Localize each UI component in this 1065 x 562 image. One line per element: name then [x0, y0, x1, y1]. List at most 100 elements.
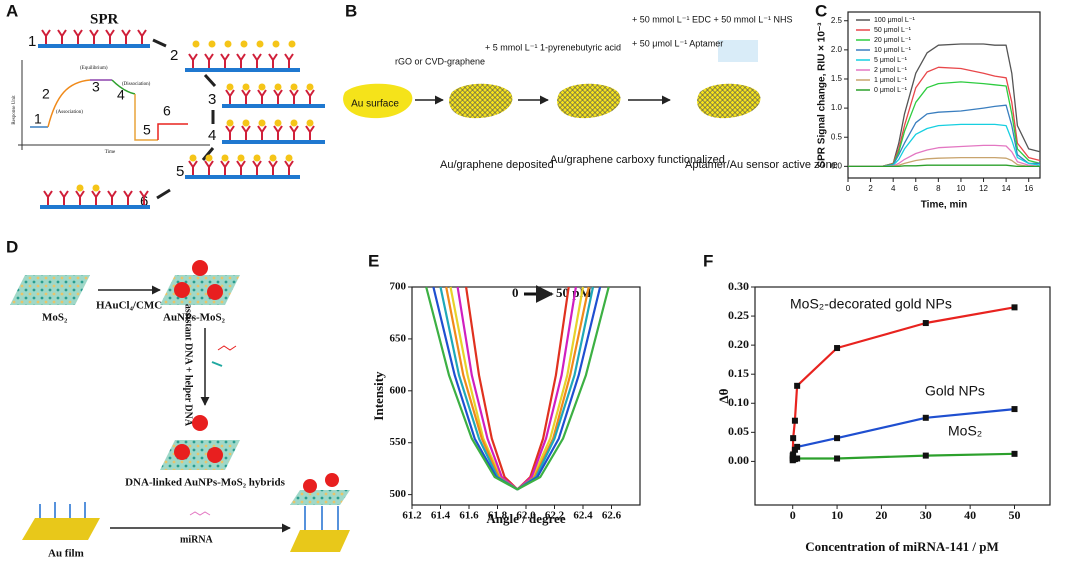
antigen: [253, 154, 261, 162]
y-tick-label: 0.15: [728, 366, 749, 380]
aunp: [174, 444, 190, 460]
au-film: [22, 518, 100, 540]
carboxy-blob: [557, 83, 621, 119]
stage-label: Aptamer/Au sensor active zone: [685, 159, 838, 171]
antibody: [123, 190, 133, 205]
data-line: [445, 286, 590, 491]
probe: [304, 506, 339, 530]
panel-label: A: [6, 1, 18, 20]
dna-icon: [211, 361, 223, 367]
inset-curve: [157, 123, 188, 140]
data-point: [1011, 450, 1018, 457]
x-tick-label: 10: [956, 184, 965, 193]
step-label: 1: [28, 33, 36, 50]
antigen: [242, 83, 250, 91]
antibody: [289, 125, 299, 140]
curve-label: 6: [163, 103, 171, 119]
plot-frame: [847, 11, 1041, 179]
antibody: [204, 160, 214, 175]
label: MoS₂: [42, 312, 68, 324]
data-line: [848, 164, 1040, 168]
antigen: [240, 40, 248, 48]
x-tick-label: 0: [846, 184, 851, 193]
antibody: [257, 125, 267, 140]
data-point: [1011, 406, 1018, 413]
aunp: [207, 447, 223, 463]
antigen: [272, 40, 280, 48]
data-line: [465, 286, 570, 491]
data-point: [790, 451, 797, 458]
antibody: [220, 160, 230, 175]
antibody: [121, 29, 131, 44]
arrow: [203, 73, 217, 88]
antigen: [290, 119, 298, 127]
x-tick-label: 12: [979, 184, 988, 193]
plot-frame: [754, 286, 1051, 506]
curve-label: 3: [92, 79, 100, 95]
antigen: [192, 40, 200, 48]
arrow: [152, 38, 167, 48]
antigen: [208, 40, 216, 48]
antigen: [274, 119, 282, 127]
antibody: [75, 190, 85, 205]
antigen: [221, 154, 229, 162]
antigen: [76, 184, 84, 192]
sensor-bar: [222, 140, 325, 144]
legend-label: 20 μmol L⁻¹: [874, 37, 912, 44]
antibody: [241, 125, 251, 140]
antibody: [268, 160, 278, 175]
antibody: [139, 190, 149, 205]
antigen: [274, 83, 282, 91]
plot-frame: [411, 286, 641, 506]
x-tick-label: 20: [875, 508, 887, 522]
antibody: [289, 89, 299, 104]
legend-label: 1 μmol L⁻¹: [874, 77, 908, 84]
curve-label: 1: [34, 111, 42, 127]
panel-label: E: [368, 251, 379, 270]
label: HAuCl₄/CMC: [96, 300, 162, 312]
x-tick-label: 6: [914, 184, 919, 193]
data-line: [848, 43, 1041, 168]
antibody: [268, 53, 278, 68]
antigen: [258, 83, 266, 91]
antigen: [269, 154, 277, 162]
legend-label: 10 μmol L⁻¹: [874, 47, 912, 54]
antibody: [107, 190, 117, 205]
arrow: [156, 188, 171, 200]
antibody: [236, 160, 246, 175]
data-point: [791, 417, 798, 424]
y-tick-label: 0.20: [728, 337, 749, 351]
mirna-icon: [189, 511, 211, 516]
antibody: [305, 89, 315, 104]
antigen: [306, 119, 314, 127]
x-tick-label: 16: [1024, 184, 1033, 193]
y-tick-label: 0.25: [728, 308, 749, 322]
panel-label: D: [6, 237, 18, 256]
curve-label: 5: [143, 122, 151, 138]
step-label: + 50 mmol L⁻¹ EDC + 50 mmol L⁻¹ NHS: [632, 14, 793, 24]
x-tick-label: 8: [936, 184, 941, 193]
x-tick-label: 61.8: [488, 510, 508, 522]
panel-a: SPR 1 2 3 4 5 6 (Equilibrium) (Associati…: [12, 11, 325, 210]
graphene-blob: [449, 83, 513, 119]
antigen: [226, 83, 234, 91]
antigen: [256, 40, 264, 48]
phase-label: (Association): [56, 110, 83, 115]
y-tick-label: 550: [390, 436, 407, 448]
panel-d: MoS₂ HAuCl₄/CMC AuNPs-MoS₂ assistant DNA…: [10, 260, 350, 560]
antibody: [188, 53, 198, 68]
antibody: [91, 190, 101, 205]
antigen: [237, 154, 245, 162]
label: DNA-linked AuNPs-MoS₂ hybrids: [125, 477, 285, 489]
aunp: [325, 473, 339, 487]
aunp: [192, 415, 208, 431]
inset-x-label: Time: [105, 150, 116, 155]
x-axis-label: Time, min: [921, 200, 968, 211]
x-tick-label: 30: [920, 508, 932, 522]
antibody: [105, 29, 115, 44]
step-label: + 50 μmol L⁻¹ Aptamer: [632, 38, 723, 48]
data-line: [848, 144, 1041, 168]
mos2-sheet: [10, 275, 90, 305]
antibody: [59, 190, 69, 205]
y-tick-label: 0.05: [728, 424, 749, 438]
